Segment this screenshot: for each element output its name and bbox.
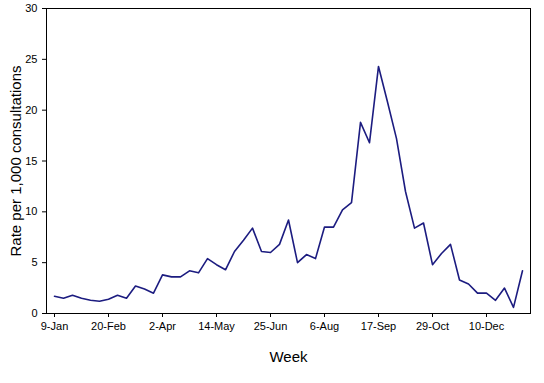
svg-text:6-Aug: 6-Aug	[310, 320, 339, 332]
svg-text:25-Jun: 25-Jun	[254, 320, 288, 332]
svg-text:17-Sep: 17-Sep	[361, 320, 396, 332]
svg-text:15: 15	[25, 155, 37, 167]
svg-text:0: 0	[31, 307, 37, 319]
svg-text:Rate per 1,000 consultations: Rate per 1,000 consultations	[7, 66, 24, 257]
svg-text:Week: Week	[269, 348, 308, 365]
svg-text:2-Apr: 2-Apr	[149, 320, 176, 332]
svg-text:10-Dec: 10-Dec	[469, 320, 505, 332]
svg-text:29-Oct: 29-Oct	[416, 320, 449, 332]
svg-text:20-Feb: 20-Feb	[91, 320, 126, 332]
svg-text:9-Jan: 9-Jan	[41, 320, 69, 332]
svg-text:25: 25	[25, 53, 37, 65]
svg-text:10: 10	[25, 205, 37, 217]
svg-text:20: 20	[25, 104, 37, 116]
svg-text:5: 5	[31, 256, 37, 268]
svg-text:30: 30	[25, 2, 37, 14]
svg-text:14-May: 14-May	[198, 320, 235, 332]
